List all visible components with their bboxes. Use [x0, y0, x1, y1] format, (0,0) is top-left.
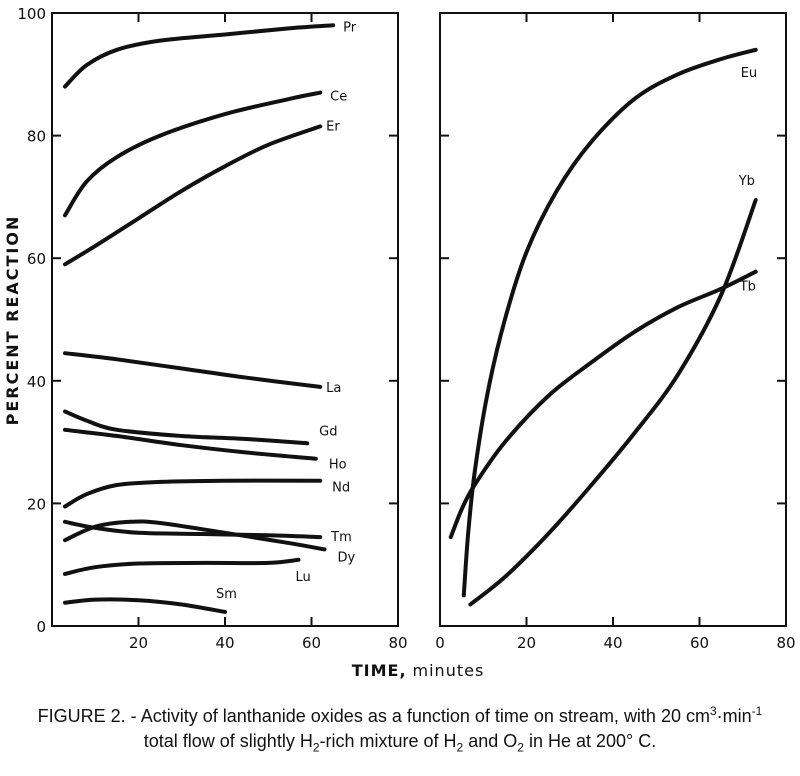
right-panel-frame: [439, 12, 787, 627]
series-label-tm: Tm: [330, 530, 352, 545]
x-tick-label: 60: [690, 634, 709, 652]
right-x-tick-labels: 0 20 40 60 80: [435, 634, 795, 652]
series-line-pr: [63, 23, 336, 89]
series-line-la: [63, 351, 323, 389]
series-line-yb: [468, 198, 758, 607]
series-label-yb: Yb: [738, 174, 755, 189]
caption-sub-2: 2: [456, 740, 464, 755]
series-label-nd: Nd: [332, 481, 350, 496]
y-tick-label: 60: [27, 250, 46, 268]
x-tick-label: 20: [129, 634, 148, 652]
series-line-eu: [461, 47, 758, 598]
caption-text-6: in He at 200° C.: [523, 731, 657, 751]
y-tick-label: 20: [27, 495, 46, 513]
figure-caption-line-1: FIGURE 2. - Activity of lanthanide oxide…: [0, 704, 800, 727]
series-line-gd: [63, 409, 310, 446]
series-line-nd: [63, 478, 323, 509]
x-axis-title: TIME, minutes: [352, 661, 485, 680]
series-label-lu: Lu: [296, 570, 311, 585]
figure-caption-line-2: total flow of slightly H2-rich mixture o…: [0, 731, 800, 755]
series-line-er: [63, 124, 323, 267]
y-tick-label: 100: [17, 5, 46, 23]
caption-sub-3: 2: [517, 740, 524, 755]
series-label-dy: Dy: [337, 550, 355, 565]
right-panel: Eu Yb Tb 0 20 40 60 80: [435, 12, 796, 652]
caption-text-3: total flow of slightly H: [143, 731, 313, 751]
x-axis-title-unit: minutes: [413, 661, 485, 680]
left-panel-series-labels: Pr Ce Er La Gd Ho Nd Tm Dy Lu Sm: [216, 20, 357, 602]
caption-sup-1: 3: [709, 704, 717, 718]
caption-text-1: FIGURE 2. - Activity of lanthanide oxide…: [37, 706, 710, 726]
left-y-tick-labels: 0 20 40 60 80 100: [17, 5, 46, 636]
caption-sup-2: -1: [751, 704, 763, 718]
caption-sub-1: 2: [312, 740, 320, 755]
series-label-eu: Eu: [741, 66, 757, 81]
series-label-tb: Tb: [739, 280, 756, 295]
right-panel-series-labels: Eu Yb Tb: [738, 66, 757, 295]
series-label-sm: Sm: [216, 587, 237, 602]
left-panel-series: [63, 23, 336, 614]
series-line-ho: [63, 427, 318, 461]
series-line-dy: [63, 519, 327, 552]
x-tick-label: 40: [215, 634, 234, 652]
right-panel-series: [448, 47, 758, 607]
series-line-sm: [63, 597, 227, 614]
series-line-lu: [63, 557, 301, 576]
x-tick-label: 40: [603, 634, 622, 652]
x-tick-label: 60: [302, 634, 321, 652]
y-tick-label: 80: [27, 128, 46, 146]
left-panel-ticks: [52, 13, 398, 626]
left-x-tick-labels: 20 40 60 80: [129, 634, 408, 652]
y-tick-label: 40: [27, 373, 46, 391]
right-panel-ticks: [440, 13, 786, 626]
x-tick-label: 0: [435, 634, 445, 652]
x-tick-label: 20: [517, 634, 536, 652]
left-panel: Pr Ce Er La Gd Ho Nd Tm Dy Lu Sm 0 20 40 60 80 100 20 40…: [17, 5, 407, 652]
y-tick-label: 0: [36, 618, 46, 636]
series-line-ce: [63, 90, 323, 218]
x-axis-title-main: TIME,: [352, 661, 407, 680]
series-label-ho: Ho: [329, 458, 347, 473]
x-tick-label: 80: [776, 634, 795, 652]
series-label-pr: Pr: [343, 20, 357, 35]
caption-text-5: and O: [463, 731, 518, 751]
series-label-ce: Ce: [330, 90, 347, 105]
y-axis-title: PERCENT REACTION: [3, 215, 22, 426]
series-label-gd: Gd: [319, 424, 337, 439]
caption-text-2: ·min: [716, 706, 752, 726]
caption-text-4: -rich mixture of H: [319, 731, 457, 751]
x-tick-label: 80: [388, 634, 407, 652]
series-label-er: Er: [326, 119, 340, 134]
series-label-la: La: [326, 381, 341, 396]
series-line-tb: [448, 269, 758, 540]
